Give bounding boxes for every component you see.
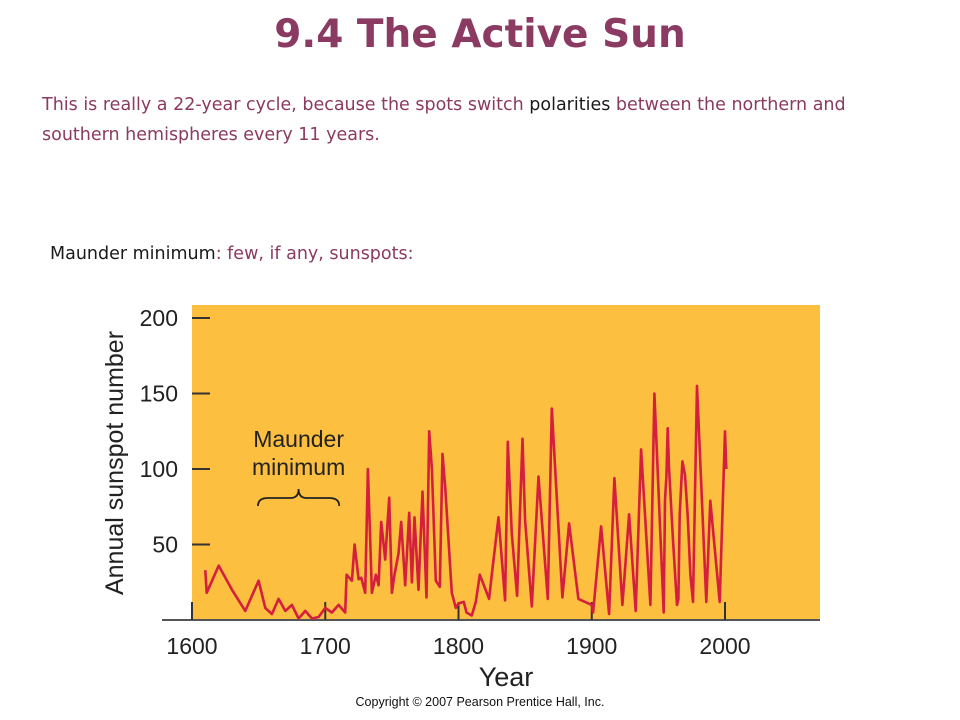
- x-tick-label-1700: 1700: [300, 633, 351, 659]
- sunspot-series-line: [204, 384, 728, 620]
- maunder-minimum-line: Maunder minimum: few, if any, sunspots:: [50, 244, 414, 264]
- maunder-annotation-line1: Maunder: [253, 426, 344, 452]
- maunder-minimum-description: : few, if any, sunspots:: [215, 244, 414, 264]
- y-tick-label-150: 150: [140, 381, 178, 407]
- x-tick-label-1600: 1600: [166, 633, 217, 659]
- cycle-explanation-part2: between the northern and southern hemisp…: [42, 95, 846, 145]
- x-tick-label-2000: 2000: [699, 633, 750, 659]
- cycle-explanation: This is really a 22-year cycle, because …: [42, 90, 922, 150]
- y-tick-label-100: 100: [140, 456, 178, 482]
- x-axis-title: Year: [479, 662, 534, 692]
- y-axis-title: Annual sunspot number: [101, 331, 129, 595]
- copyright-notice: Copyright © 2007 Pearson Prentice Hall, …: [355, 695, 605, 709]
- cycle-explanation-part1: This is really a 22-year cycle, because …: [42, 95, 530, 115]
- y-tick-label-50: 50: [152, 532, 178, 558]
- slide-title: 9.4 The Active Sun: [274, 12, 686, 57]
- x-tick-label-1900: 1900: [566, 633, 617, 659]
- y-tick-label-200: 200: [140, 305, 178, 331]
- maunder-brace: [257, 488, 341, 507]
- maunder-annotation-line2: minimum: [252, 454, 345, 480]
- polarities-term: polarities: [529, 95, 611, 115]
- maunder-minimum-term: Maunder minimum: [50, 244, 216, 264]
- x-tick-label-1800: 1800: [433, 633, 484, 659]
- chart-labels: 50 100 150 200 1600 1700 1800 1900 2000 Year Annua…: [101, 305, 751, 692]
